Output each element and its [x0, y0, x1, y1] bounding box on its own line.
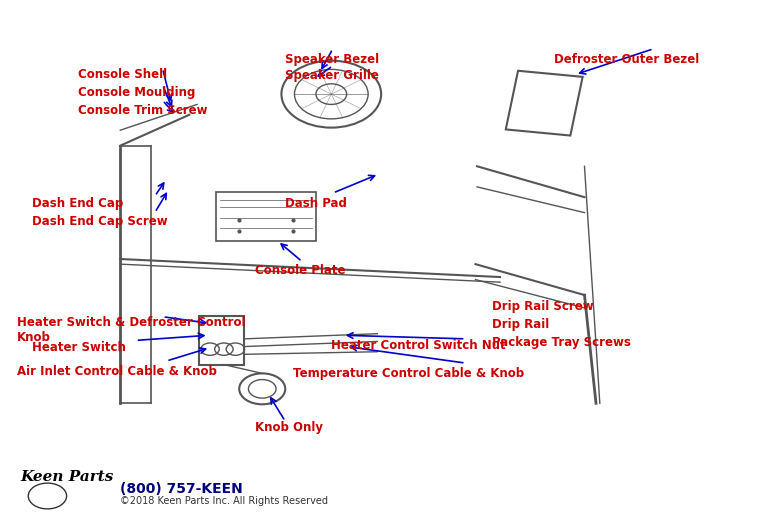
Text: Dash Pad: Dash Pad: [285, 197, 347, 210]
Text: Air Inlet Control Cable & Knob: Air Inlet Control Cable & Knob: [17, 365, 216, 378]
Bar: [216, 192, 316, 241]
Text: Drip Rail: Drip Rail: [492, 318, 550, 331]
Text: Console Trim Screw: Console Trim Screw: [78, 105, 208, 118]
Text: Heater Switch: Heater Switch: [32, 341, 126, 354]
Text: Dash End Cap Screw: Dash End Cap Screw: [32, 215, 168, 228]
Bar: [506, 71, 583, 136]
Text: Knob Only: Knob Only: [255, 421, 323, 434]
Bar: [199, 315, 244, 365]
Text: Heater Control Switch Nut: Heater Control Switch Nut: [331, 339, 506, 352]
Text: Console Shell: Console Shell: [78, 68, 167, 81]
Text: Dash End Cap: Dash End Cap: [32, 197, 123, 210]
Text: Drip Rail Screw: Drip Rail Screw: [492, 300, 594, 313]
Text: Package Tray Screws: Package Tray Screws: [492, 336, 631, 349]
Text: Speaker Grille: Speaker Grille: [285, 69, 379, 82]
Text: Speaker Bezel: Speaker Bezel: [285, 53, 380, 66]
Text: Defroster Outer Bezel: Defroster Outer Bezel: [554, 53, 699, 66]
Text: Console Moulding: Console Moulding: [78, 87, 196, 99]
Text: Console Plate: Console Plate: [255, 264, 345, 277]
Text: Heater Switch & Defroster Control
Knob: Heater Switch & Defroster Control Knob: [17, 315, 245, 343]
Text: Temperature Control Cable & Knob: Temperature Control Cable & Knob: [293, 367, 524, 380]
Text: Keen Parts: Keen Parts: [21, 470, 114, 484]
Text: ©2018 Keen Parts Inc. All Rights Reserved: ©2018 Keen Parts Inc. All Rights Reserve…: [120, 496, 328, 506]
Text: (800) 757-KEEN: (800) 757-KEEN: [120, 482, 243, 496]
